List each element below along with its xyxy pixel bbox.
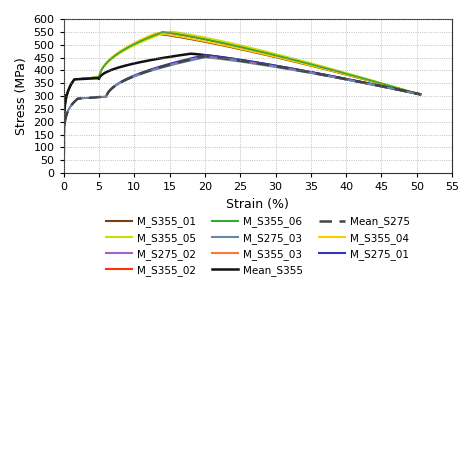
Y-axis label: Stress (MPa): Stress (MPa) [15,57,28,135]
X-axis label: Strain (%): Strain (%) [227,198,289,211]
Legend: M_S355_01, M_S355_05, M_S275_02, M_S355_02, M_S355_06, M_S275_03, M_S355_03, Mea: M_S355_01, M_S355_05, M_S275_02, M_S355_… [102,212,414,280]
